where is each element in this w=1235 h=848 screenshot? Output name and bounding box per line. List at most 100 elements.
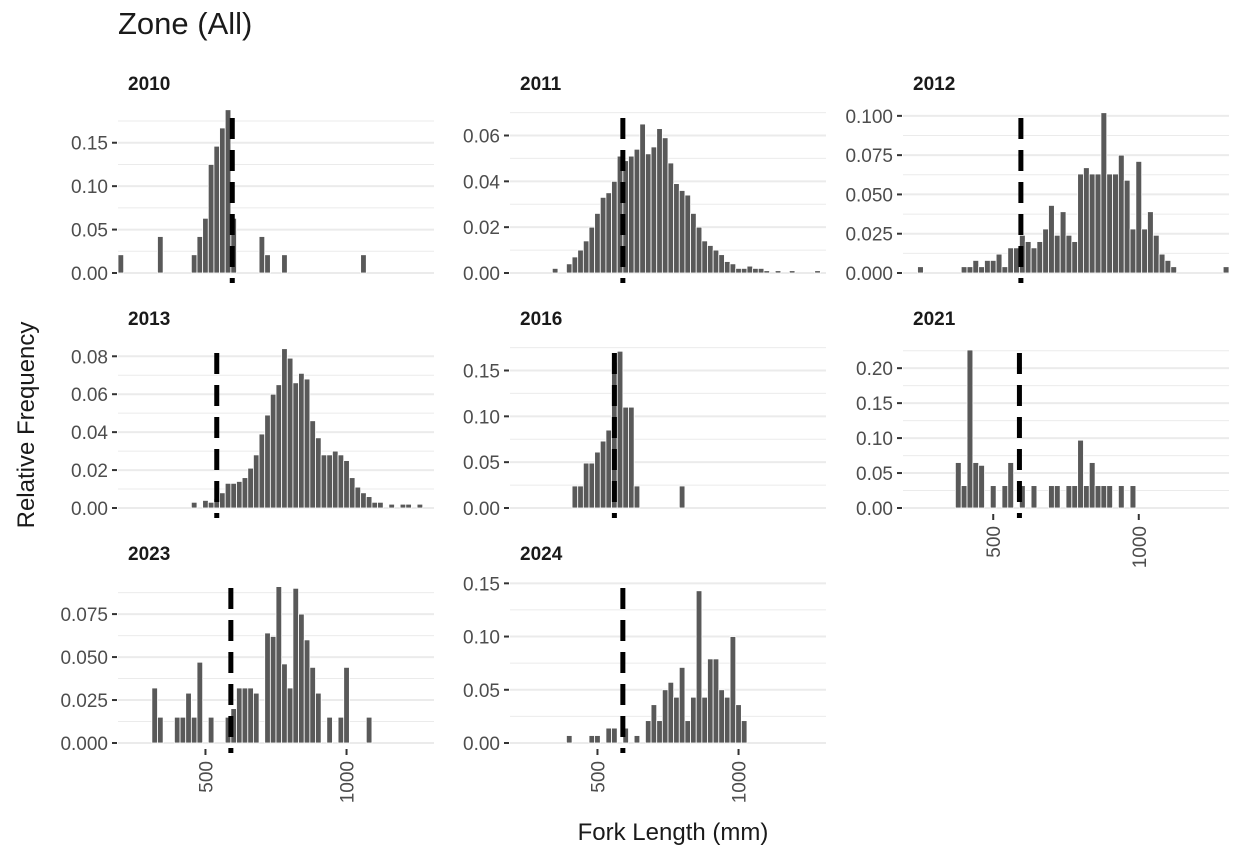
histogram-bar (348, 477, 356, 509)
histogram-bar (1158, 253, 1166, 274)
histogram-bar (1100, 112, 1108, 274)
histogram-bar (196, 661, 204, 744)
histogram-bar (1088, 173, 1096, 274)
histogram-bar (616, 350, 624, 509)
x-tick-label: 1000 (338, 761, 359, 803)
histogram-bar (757, 268, 765, 274)
histogram-bar (343, 666, 350, 744)
histogram-bar (814, 270, 821, 274)
histogram-bar (264, 414, 271, 509)
histogram-bar (298, 372, 305, 509)
histogram-bar (1001, 485, 1009, 509)
panel-2021: 0.00 0.05 0.10 0.15 0.20 2021 500 1000 (856, 309, 1229, 568)
panel-2011: 0.00 0.02 0.04 0.06 2011 (463, 74, 826, 285)
histogram-bar (628, 155, 635, 274)
y-tick-label: 0.075 (845, 146, 893, 167)
y-tick-label: 0.00 (856, 499, 893, 520)
histogram-bar (701, 240, 708, 274)
histogram-bar (292, 382, 299, 509)
histogram-bar (343, 460, 350, 509)
x-tick-label: 500 (588, 761, 609, 793)
histogram-bar (360, 254, 367, 274)
histogram-bar (292, 587, 299, 744)
histogram-bar (1059, 211, 1067, 274)
histogram-bar (582, 240, 590, 274)
histogram-bar (1071, 485, 1079, 509)
histogram-bar (650, 704, 658, 744)
facet-label: 2016 (520, 309, 562, 330)
histogram-bar (247, 467, 254, 509)
histogram-bar (978, 266, 985, 274)
y-tick-label: 0.05 (463, 681, 500, 702)
y-tick-label: 0.075 (60, 605, 108, 626)
histogram-bar (207, 716, 215, 744)
panel-2023: 0.000 0.025 0.050 0.075 2023 500 1000 (60, 544, 434, 803)
histogram-bar (275, 586, 283, 744)
histogram-bar (995, 253, 1003, 274)
histogram-bar (577, 249, 584, 274)
histogram-bar (1112, 173, 1119, 274)
histogram-bar (684, 720, 691, 744)
histogram-bar (190, 716, 198, 744)
histogram-bar (594, 735, 601, 744)
histogram-bar (718, 254, 725, 274)
histogram-bar (1024, 241, 1032, 274)
histogram-bar (735, 268, 742, 274)
histogram-bar (1094, 173, 1102, 274)
histogram-bar (667, 681, 675, 744)
histogram-bar (701, 696, 708, 744)
histogram-bar (1077, 173, 1084, 274)
y-tick-label: 0.05 (463, 453, 500, 474)
histogram-bar (1083, 167, 1090, 274)
histogram-bar (972, 462, 980, 509)
histogram-bar (258, 433, 266, 509)
histogram-bar (611, 180, 618, 274)
histogram-bar (253, 692, 260, 744)
histogram-bar (673, 696, 680, 744)
y-tick-label: 0.10 (463, 407, 500, 428)
y-tick-label: 0.00 (463, 734, 500, 755)
histogram-bar (633, 735, 641, 744)
histogram-bar (1123, 179, 1131, 274)
histogram-bar (269, 393, 277, 509)
histogram-bar (588, 735, 596, 744)
panel-2024: 0.00 0.05 0.10 0.15 2024 500 1000 (463, 544, 826, 803)
y-tick-label: 0.00 (463, 264, 500, 285)
histogram-bar (729, 636, 737, 744)
histogram-bar (989, 260, 997, 274)
histogram-bar (275, 384, 283, 509)
histogram-bar (303, 639, 311, 744)
histogram-bar (594, 213, 601, 274)
y-tick-label: 0.00 (71, 499, 108, 520)
y-tick-label: 0.05 (856, 464, 893, 485)
y-tick-label: 0.10 (71, 177, 108, 198)
histogram-bar (645, 720, 652, 744)
y-tick-label: 0.025 (60, 691, 108, 712)
histogram-bar (695, 226, 703, 274)
histogram-bar (633, 148, 641, 274)
histogram-bar (213, 145, 220, 274)
histogram-bar (309, 666, 316, 744)
histogram-bar (551, 268, 559, 274)
histogram-bar (752, 268, 759, 274)
histogram-bar (224, 482, 232, 509)
histogram-bar (1030, 485, 1038, 509)
histogram-bar (645, 153, 652, 274)
panel-2012: 0.000 0.025 0.050 0.075 0.100 2012 (845, 74, 1230, 285)
histogram-bar (695, 590, 703, 744)
histogram-bar (332, 450, 339, 509)
histogram-bar (605, 429, 612, 509)
y-tick-label: 0.050 (845, 185, 893, 206)
histogram-bar (978, 464, 985, 509)
histogram-bar (377, 501, 384, 509)
y-tick-label: 0.02 (463, 218, 500, 239)
histogram-bar (588, 462, 596, 509)
histogram-bar (960, 485, 968, 509)
histogram-bar (594, 451, 601, 509)
x-tick-label: 1000 (730, 761, 751, 803)
histogram-bar (388, 503, 395, 509)
histogram-bar (315, 692, 322, 744)
histogram-bar (972, 260, 980, 274)
histogram-bar (1088, 462, 1096, 509)
